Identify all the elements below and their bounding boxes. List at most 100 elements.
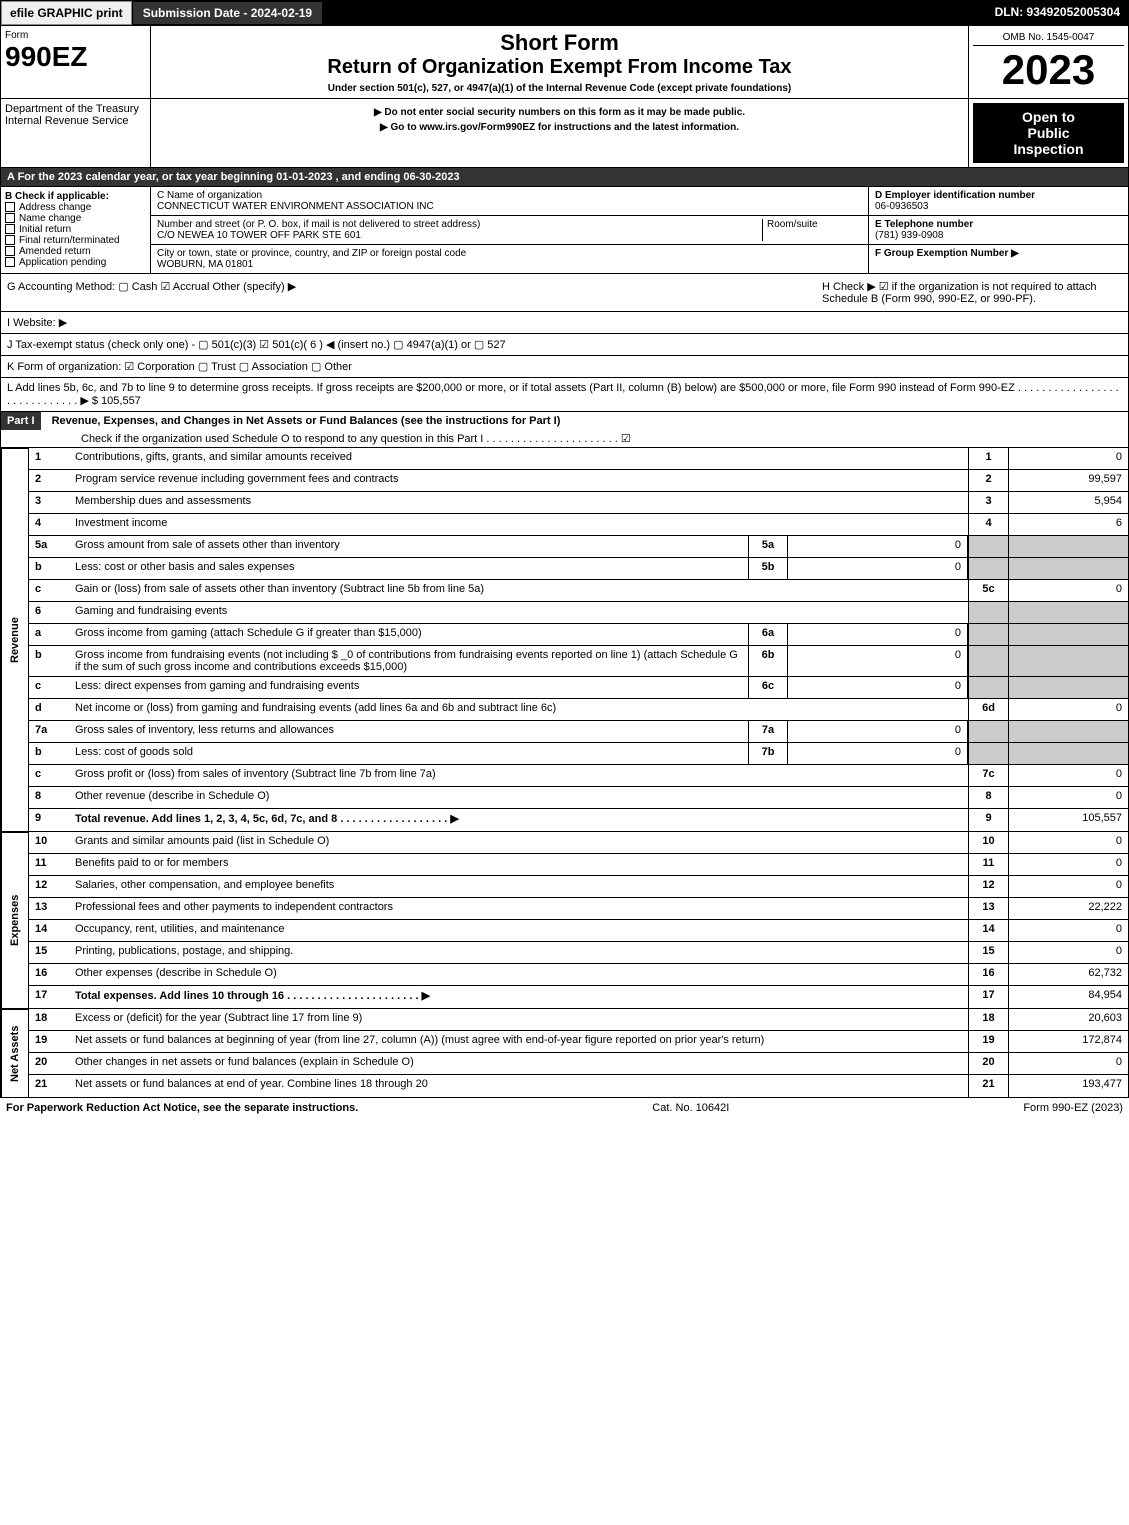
footer-right: Form 990-EZ (2023) (1023, 1102, 1123, 1114)
line-6-text: Gaming and fundraising events (69, 602, 968, 623)
g-accounting: G Accounting Method: ▢ Cash ☑ Accrual Ot… (7, 280, 822, 305)
expenses-grid: Expenses 10Grants and similar amounts pa… (0, 832, 1129, 1009)
dept-treasury: Department of the Treasury (5, 103, 146, 115)
netassets-side-label: Net Assets (1, 1009, 29, 1097)
ein-row: D Employer identification number 06-0936… (869, 187, 1128, 216)
id-area: D Employer identification number 06-0936… (868, 187, 1128, 273)
line-10-value: 0 (1008, 832, 1128, 853)
line-9-value: 105,557 (1008, 809, 1128, 831)
line-6d-text: Net income or (loss) from gaming and fun… (69, 699, 968, 720)
part-1-header: Part I Revenue, Expenses, and Changes in… (0, 412, 1129, 448)
line-7a-mid: 0 (788, 721, 968, 742)
submission-date-button[interactable]: Submission Date - 2024-02-19 (132, 1, 323, 25)
line-4-value: 6 (1008, 514, 1128, 535)
gh-row: G Accounting Method: ▢ Cash ☑ Accrual Ot… (0, 274, 1129, 312)
line-21-text: Net assets or fund balances at end of ye… (69, 1075, 968, 1097)
line-1-value: 0 (1008, 448, 1128, 469)
line-11-text: Benefits paid to or for members (69, 854, 968, 875)
line-7c-value: 0 (1008, 765, 1128, 786)
h-schedule-b: H Check ▶ ☑ if the organization is not r… (822, 280, 1122, 305)
line-16-text: Other expenses (describe in Schedule O) (69, 964, 968, 985)
e-phone-label: E Telephone number (875, 219, 1122, 230)
line-19-text: Net assets or fund balances at beginning… (69, 1031, 968, 1052)
cb-address-change[interactable]: Address change (5, 202, 146, 213)
cb-initial-return[interactable]: Initial return (5, 224, 146, 235)
line-5a-mid: 0 (788, 536, 968, 557)
k-form-org: K Form of organization: ☑ Corporation ▢ … (0, 356, 1129, 378)
line-5c-value: 0 (1008, 580, 1128, 601)
note-link[interactable]: ▶ Go to www.irs.gov/Form990EZ for instru… (155, 122, 964, 133)
subtitle: Under section 501(c), 527, or 4947(a)(1)… (155, 83, 964, 94)
org-name-row: C Name of organization CONNECTICUT WATER… (151, 187, 868, 216)
line-15-value: 0 (1008, 942, 1128, 963)
line-21-value: 193,477 (1008, 1075, 1128, 1097)
line-8-text: Other revenue (describe in Schedule O) (69, 787, 968, 808)
line-3-text: Membership dues and assessments (69, 492, 968, 513)
line-7c-text: Gross profit or (loss) from sales of inv… (69, 765, 968, 786)
title-block: Short Form Return of Organization Exempt… (151, 26, 968, 98)
notes-row: Department of the Treasury Internal Reve… (0, 99, 1129, 168)
line-5b-text: Less: cost or other basis and sales expe… (69, 558, 748, 579)
open-public-inspection: Open to Public Inspection (973, 103, 1124, 163)
efile-print-button[interactable]: efile GRAPHIC print (1, 1, 132, 25)
city-value: WOBURN, MA 01801 (157, 259, 862, 270)
line-11-value: 0 (1008, 854, 1128, 875)
line-14-value: 0 (1008, 920, 1128, 941)
dept-irs: Internal Revenue Service (5, 115, 146, 127)
f-group-label: F Group Exemption Number ▶ (875, 248, 1122, 259)
expenses-side-label: Expenses (1, 832, 29, 1008)
c-name-value: CONNECTICUT WATER ENVIRONMENT ASSOCIATIO… (157, 201, 862, 212)
line-13-text: Professional fees and other payments to … (69, 898, 968, 919)
line-12-text: Salaries, other compensation, and employ… (69, 876, 968, 897)
line-5a-text: Gross amount from sale of assets other t… (69, 536, 748, 557)
line-6b-mid: 0 (788, 646, 968, 676)
form-number: 990EZ (5, 41, 146, 73)
room-label: Room/suite (762, 219, 862, 241)
line-2-value: 99,597 (1008, 470, 1128, 491)
addr-value: C/O NEWEA 10 TOWER OFF PARK STE 601 (157, 230, 762, 241)
line-18-text: Excess or (deficit) for the year (Subtra… (69, 1009, 968, 1030)
l-gross-receipts: L Add lines 5b, 6c, and 7b to line 9 to … (0, 378, 1129, 412)
line-14-text: Occupancy, rent, utilities, and maintena… (69, 920, 968, 941)
dept-block: Department of the Treasury Internal Reve… (1, 99, 151, 167)
cb-application-pending[interactable]: Application pending (5, 257, 146, 268)
line-1-text: Contributions, gifts, grants, and simila… (69, 448, 968, 469)
line-10-text: Grants and similar amounts paid (list in… (69, 832, 968, 853)
line-18-value: 20,603 (1008, 1009, 1128, 1030)
netassets-body: 18Excess or (deficit) for the year (Subt… (29, 1009, 1128, 1097)
i-website: I Website: ▶ (0, 312, 1129, 334)
d-ein-value: 06-0936503 (875, 201, 1122, 212)
check-b-area: B Check if applicable: Address change Na… (1, 187, 151, 273)
title-return: Return of Organization Exempt From Incom… (155, 56, 964, 79)
check-b-title: B Check if applicable: (5, 191, 146, 202)
line-9-text: Total revenue. Add lines 1, 2, 3, 4, 5c,… (69, 809, 968, 831)
omb-number: OMB No. 1545-0047 (973, 30, 1124, 46)
line-12-value: 0 (1008, 876, 1128, 897)
footer-left: For Paperwork Reduction Act Notice, see … (6, 1102, 358, 1114)
line-7b-text: Less: cost of goods sold (69, 743, 748, 764)
revenue-grid: Revenue 1Contributions, gifts, grants, a… (0, 448, 1129, 832)
line-16-value: 62,732 (1008, 964, 1128, 985)
e-phone-value: (781) 939-0908 (875, 230, 1122, 241)
top-bar: efile GRAPHIC print Submission Date - 20… (0, 0, 1129, 26)
cb-amended-return[interactable]: Amended return (5, 246, 146, 257)
title-short-form: Short Form (155, 30, 964, 56)
cb-final-return[interactable]: Final return/terminated (5, 235, 146, 246)
line-13-value: 22,222 (1008, 898, 1128, 919)
line-3-value: 5,954 (1008, 492, 1128, 513)
org-addr-row: Number and street (or P. O. box, if mail… (151, 216, 868, 245)
city-label: City or town, state or province, country… (157, 248, 862, 259)
line-6b-text: Gross income from fundraising events (no… (69, 646, 748, 676)
line-6c-text: Less: direct expenses from gaming and fu… (69, 677, 748, 698)
line-6c-mid: 0 (788, 677, 968, 698)
c-name-label: C Name of organization (157, 190, 862, 201)
line-8-value: 0 (1008, 787, 1128, 808)
group-exemption-row: F Group Exemption Number ▶ (869, 245, 1128, 262)
phone-row: E Telephone number (781) 939-0908 (869, 216, 1128, 245)
line-15-text: Printing, publications, postage, and shi… (69, 942, 968, 963)
form-id-block: Form 990EZ (1, 26, 151, 98)
revenue-body: 1Contributions, gifts, grants, and simil… (29, 448, 1128, 831)
cb-name-change[interactable]: Name change (5, 213, 146, 224)
line-5b-mid: 0 (788, 558, 968, 579)
topbar-spacer (323, 1, 986, 25)
